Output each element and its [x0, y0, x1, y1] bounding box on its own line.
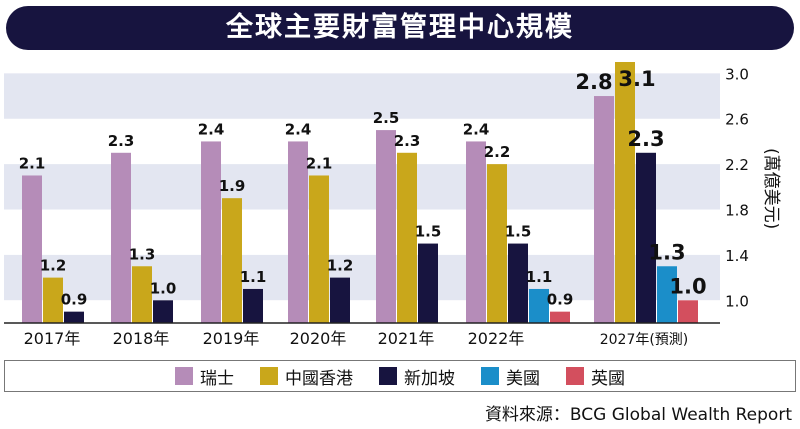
source-note: 資料來源：BCG Global Wealth Report [484, 405, 792, 425]
y-tick-label: 3.0 [725, 65, 749, 83]
bar-瑞士 [288, 141, 308, 323]
data-label: 1.5 [505, 223, 532, 241]
bar-中國香港 [487, 164, 507, 323]
legend-item: 美國 [481, 364, 540, 389]
legend-label: 英國 [591, 368, 625, 389]
data-label: 2.5 [373, 109, 400, 127]
y-tick-label: 2.6 [725, 111, 749, 129]
legend-swatch [481, 367, 499, 385]
legend-item: 英國 [566, 364, 625, 389]
x-tick-label: 2020年 [290, 329, 347, 348]
bar-英國 [550, 311, 570, 323]
legend-swatch [566, 367, 584, 385]
legend-item: 新加坡 [379, 364, 455, 389]
bar-美國 [657, 266, 677, 323]
data-label: 1.2 [40, 257, 67, 275]
data-label: 2.1 [19, 154, 46, 172]
legend-swatch [175, 367, 193, 385]
bar-新加坡 [153, 300, 173, 323]
data-label: 1.9 [219, 177, 246, 195]
y-tick-label: 1.0 [725, 292, 749, 310]
bar-瑞士 [22, 175, 42, 323]
bar-中國香港 [43, 277, 63, 323]
y-axis-label: (萬億美元) [761, 148, 781, 229]
data-label: 1.1 [526, 268, 553, 286]
bar-瑞士 [201, 141, 221, 323]
data-label: 1.5 [415, 223, 442, 241]
legend-item: 瑞士 [175, 364, 234, 389]
data-label: 2.3 [627, 127, 664, 151]
bar-瑞士 [466, 141, 486, 323]
chart-legend: 瑞士 中國香港 新加坡 美國 英國 [4, 360, 796, 392]
legend-label: 美國 [506, 368, 540, 389]
y-tick-label: 2.2 [725, 156, 749, 174]
data-label: 1.0 [669, 274, 706, 298]
bar-英國 [678, 300, 698, 323]
x-tick-label: 2021年 [378, 329, 435, 348]
legend-swatch [379, 367, 397, 385]
bar-中國香港 [615, 62, 635, 323]
legend-item: 中國香港 [260, 364, 353, 389]
legend-swatch [260, 367, 278, 385]
data-label: 0.9 [61, 291, 88, 309]
bar-新加坡 [636, 152, 656, 323]
x-tick-label: 2017年 [24, 329, 81, 348]
bar-新加坡 [418, 243, 438, 323]
x-tick-label: 2019年 [203, 329, 260, 348]
x-tick-label: 2022年 [468, 329, 525, 348]
x-tick-label: 2027年(預測) [600, 332, 689, 348]
bar-瑞士 [594, 96, 614, 323]
bar-中國香港 [132, 266, 152, 323]
data-label: 2.1 [306, 154, 333, 172]
bar-美國 [529, 288, 549, 323]
legend-label: 中國香港 [285, 368, 353, 389]
bar-新加坡 [508, 243, 528, 323]
data-label: 2.3 [394, 132, 421, 150]
legend-label: 新加坡 [404, 368, 455, 389]
data-label: 2.8 [575, 70, 612, 94]
data-label: 1.2 [327, 257, 354, 275]
bar-中國香港 [222, 198, 242, 323]
x-tick-label: 2018年 [113, 329, 170, 348]
data-label: 2.4 [198, 120, 225, 138]
legend-label: 瑞士 [200, 368, 234, 389]
data-label: 1.0 [150, 279, 177, 297]
bar-chart: 3.0 2.6 2.2 1.8 1.4 1.0 (萬億美元) 2.1 1.2 0.9 2017年 2.… [4, 62, 781, 348]
bar-新加坡 [64, 311, 84, 323]
data-label: 2.4 [285, 120, 312, 138]
data-label: 1.1 [240, 268, 267, 286]
data-label: 2.4 [463, 120, 490, 138]
data-label: 0.9 [547, 291, 574, 309]
y-tick-label: 1.4 [725, 247, 749, 265]
data-label: 1.3 [648, 240, 685, 264]
bar-新加坡 [243, 288, 263, 323]
bar-新加坡 [330, 277, 350, 323]
data-label: 2.2 [484, 143, 511, 161]
bar-中國香港 [397, 152, 417, 323]
data-label: 3.1 [618, 67, 655, 91]
data-label: 1.3 [129, 245, 156, 263]
chart-title: 全球主要財富管理中心規模 [6, 6, 794, 50]
bar-瑞士 [111, 152, 131, 323]
data-label: 2.3 [108, 132, 135, 150]
y-tick-label: 1.8 [725, 202, 749, 220]
bar-瑞士 [376, 130, 396, 323]
bar-中國香港 [309, 175, 329, 323]
